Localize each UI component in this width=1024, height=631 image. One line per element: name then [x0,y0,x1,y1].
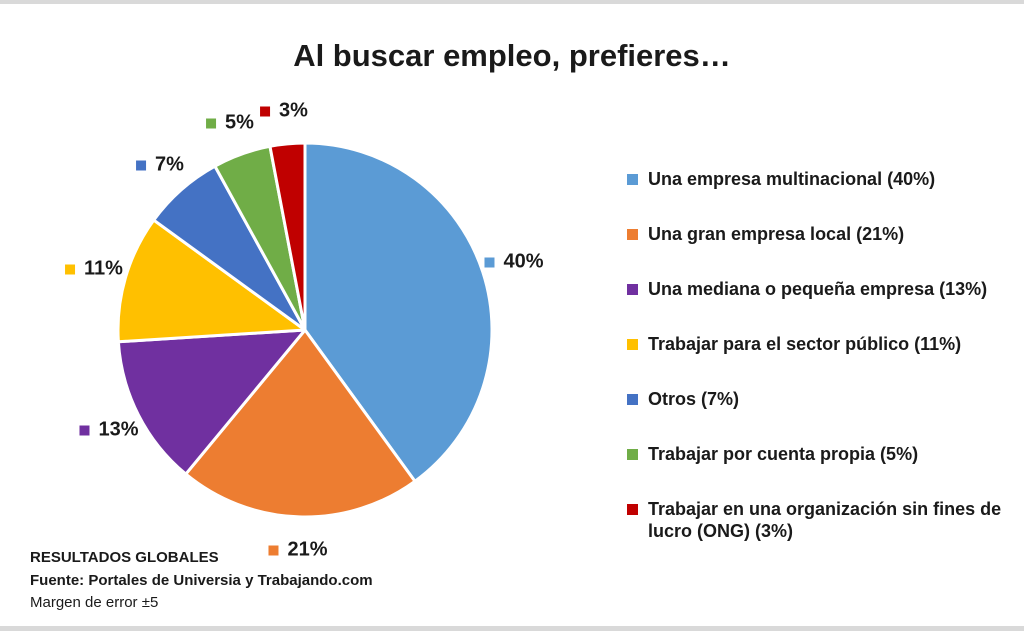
data-label-key-icon [484,257,495,267]
pie-data-label-2: 13% [79,418,139,442]
legend-key-icon [627,339,638,350]
data-label-key-icon [79,425,90,435]
chart-legend: Una empresa multinacional (40%) Una gran … [627,168,1019,542]
pie-slice-0 [303,141,494,483]
legend-key-icon [627,394,638,405]
legend-key-icon [627,229,638,240]
legend-item-label: Una mediana o pequeña empresa (13%) [648,279,988,299]
footer-results-label: RESULTADOS GLOBALES [30,549,219,566]
footer: RESULTADOS GLOBALES Fuente: Portales de … [30,547,373,615]
footer-source: Fuente: Portales de Universia y Trabajan… [30,571,373,589]
pie-data-label-6: 3% [260,100,308,123]
legend-key-icon [627,504,638,515]
data-label-value: 11% [84,257,123,280]
pie-slice-6 [268,141,307,332]
legend-item-label: Trabajar por cuenta propia (5%) [648,444,919,464]
slide-top-border [0,0,1024,4]
slide-bottom-border [0,626,1024,631]
legend-item-label: Una gran empresa local (21%) [648,224,905,244]
data-label-key-icon [268,545,279,555]
legend-key-icon [627,449,638,460]
data-label-value: 5% [225,111,254,134]
data-label-key-icon [65,264,76,274]
chart-title: Al buscar empleo, prefieres… [293,38,731,73]
data-label-value: 3% [279,99,308,122]
legend-item-1: Una gran empresa local (21%) [627,223,1019,245]
data-label-value: 21% [287,538,328,561]
legend-item-3: Trabajar para el sector público (11%) [627,333,1019,355]
pie-data-label-4: 7% [136,154,184,177]
pie-data-label-0: 40% [484,250,544,274]
legend-item-4: Otros (7%) [627,388,1019,410]
pie-data-label-5: 5% [206,112,254,135]
legend-key-icon [627,174,638,185]
data-label-key-icon [206,118,217,128]
pie-slice-2 [116,328,307,476]
pie-data-label-1: 21% [268,538,328,562]
data-label-value: 13% [98,418,139,441]
data-label-value: 40% [503,250,544,273]
legend-item-label: Una empresa multinacional (40%) [648,169,936,189]
legend-item-label: Trabajar para el sector público (11%) [648,334,962,354]
legend-item-2: Una mediana o pequeña empresa (13%) [627,278,1019,300]
footer-margin-of-error: Margen de error ±5 [30,594,159,611]
pie-slice-1 [184,328,417,519]
legend-key-icon [627,284,638,295]
legend-item-5: Trabajar por cuenta propia (5%) [627,443,1019,465]
legend-item-label: Otros (7%) [648,389,740,409]
data-label-key-icon [260,106,271,116]
legend-item-label: Trabajar en una organización sin fines d… [648,499,1002,541]
pie-slice-3 [116,218,307,344]
legend-item-6: Trabajar en una organización sin fines d… [627,498,1019,542]
data-label-key-icon [136,160,147,170]
data-label-value: 7% [155,153,184,176]
legend-item-0: Una empresa multinacional (40%) [627,168,1019,190]
pie-data-label-3: 11% [65,258,123,281]
